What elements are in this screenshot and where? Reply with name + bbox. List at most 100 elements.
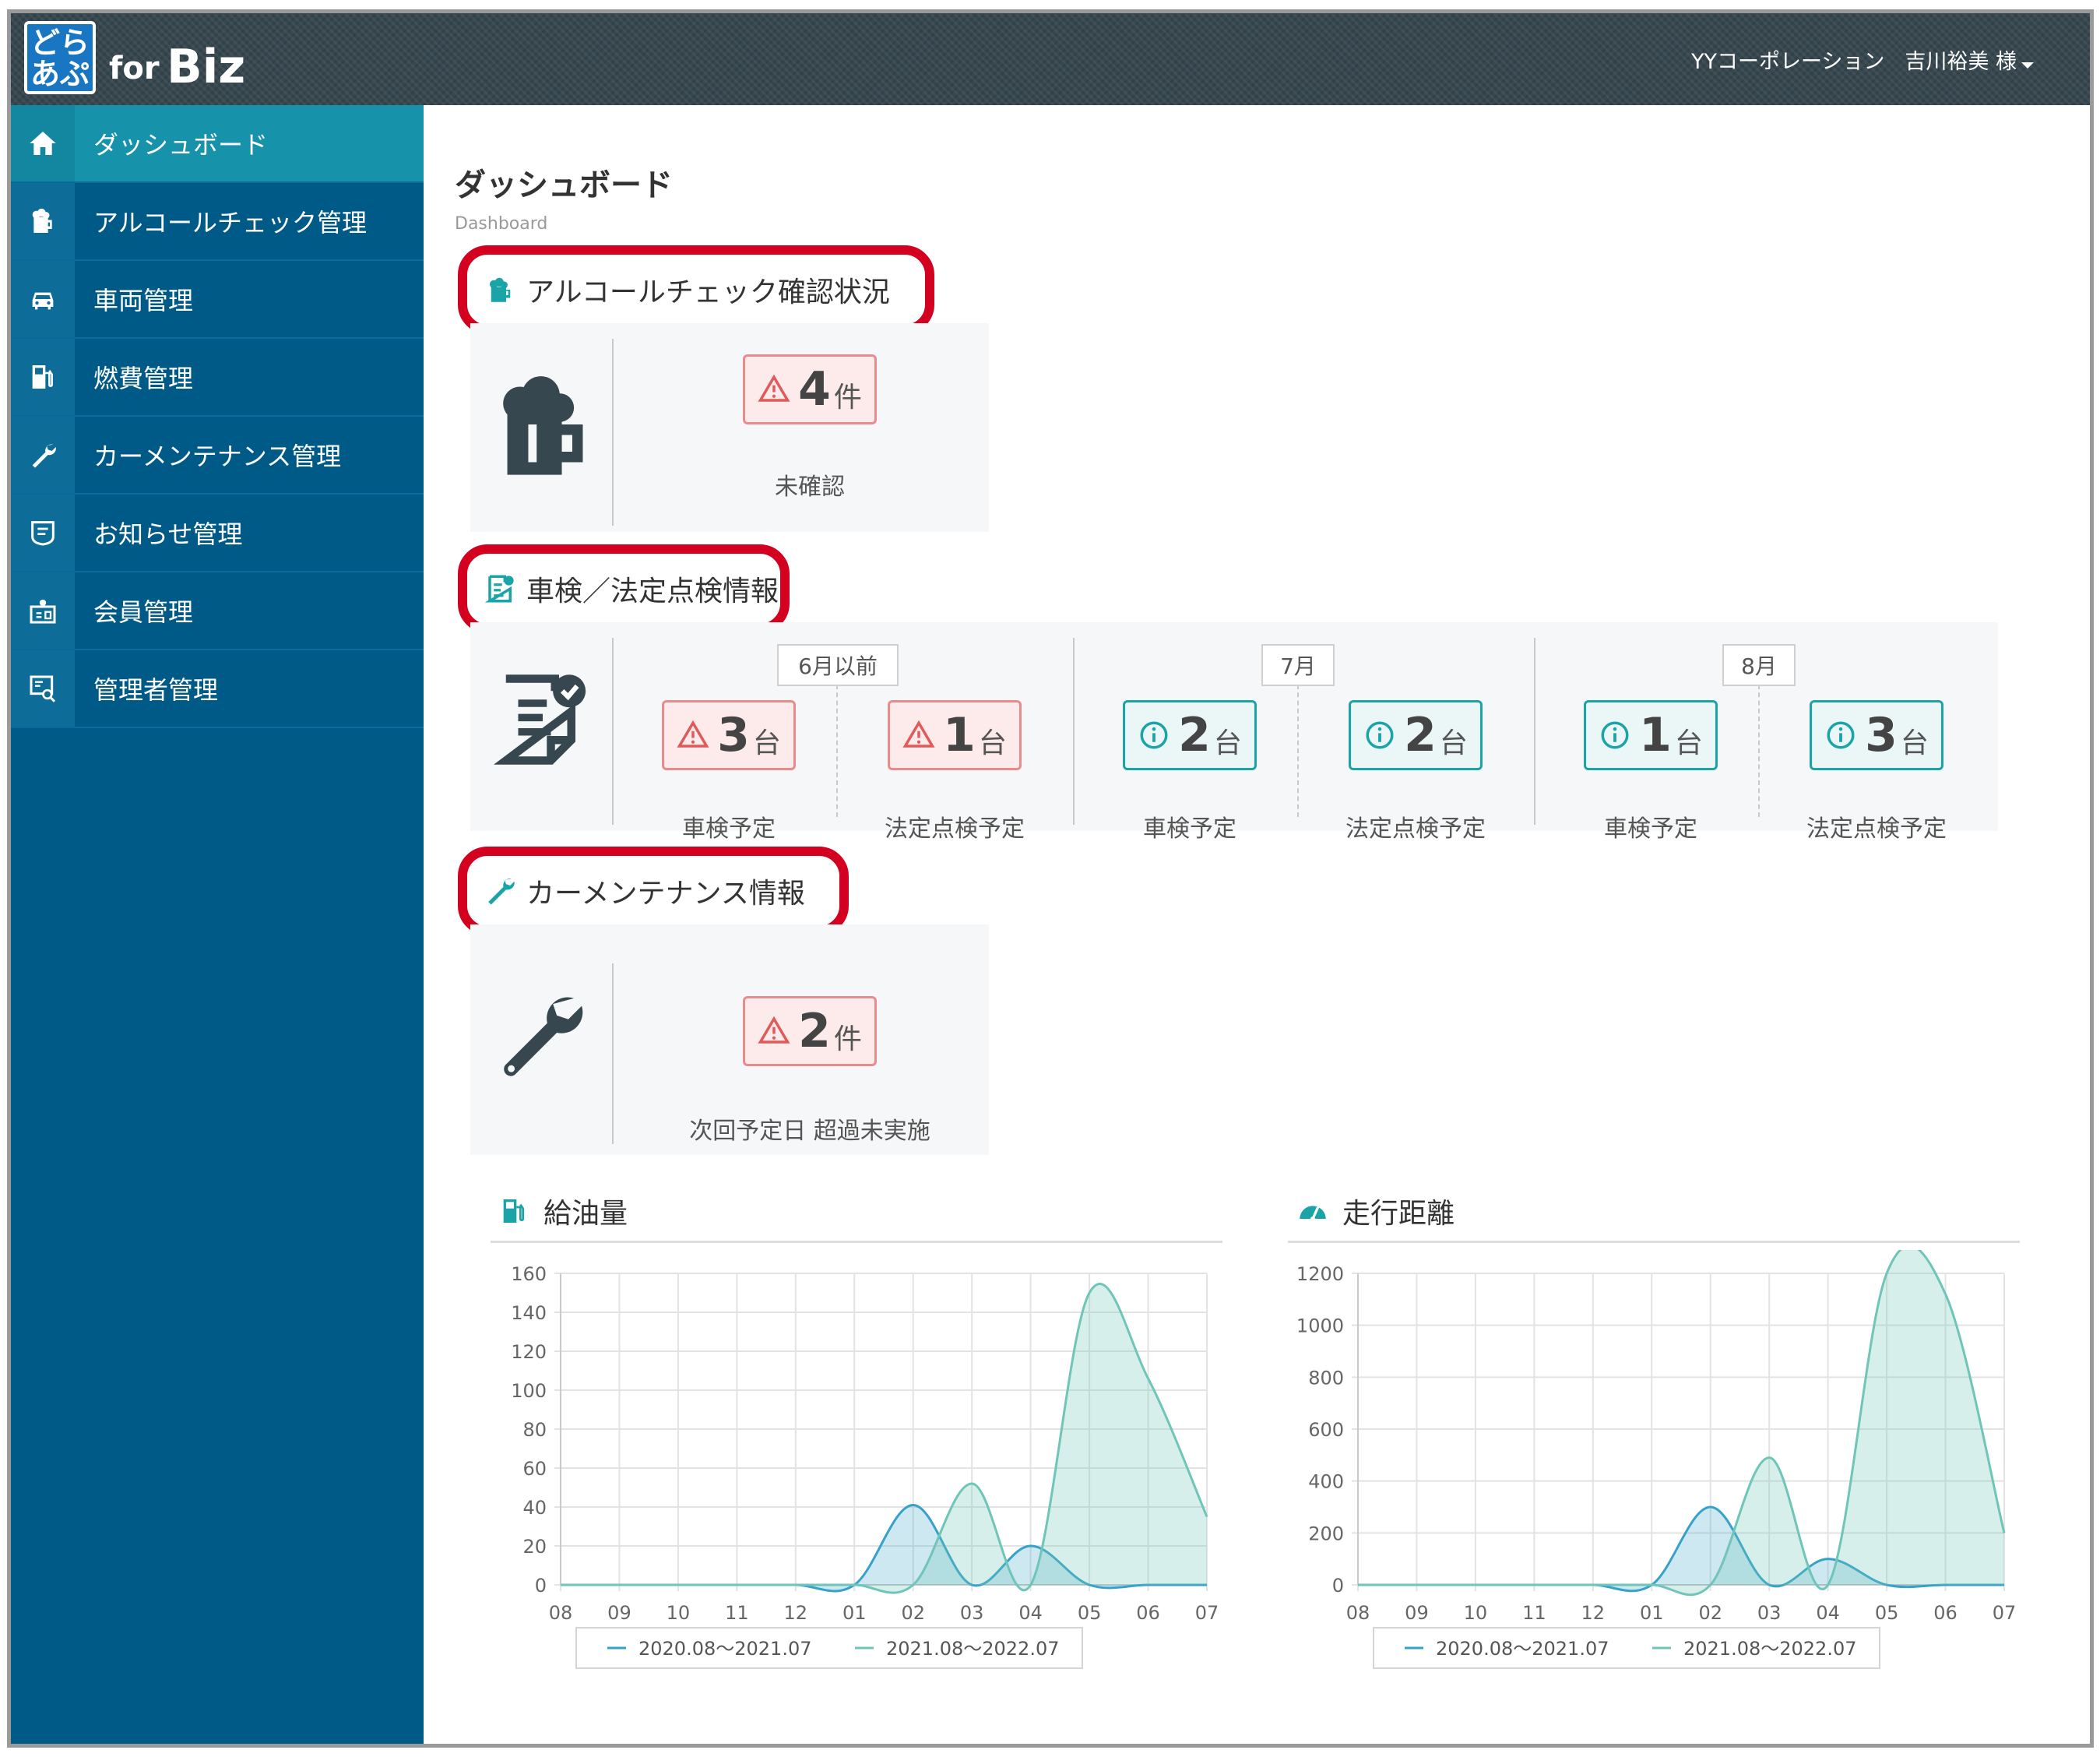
section-title: カーメンテナンス情報 (526, 878, 805, 910)
badge-count: 1 (1639, 708, 1672, 762)
sidebar-item-label: カーメンテナンス管理 (93, 442, 342, 471)
warning-icon (677, 720, 709, 748)
badge-unit: 台 (1213, 727, 1242, 759)
inspection-doc-icon (494, 674, 586, 765)
y-tick-label: 60 (522, 1458, 547, 1480)
wrench-icon (488, 878, 515, 905)
x-tick-label: 01 (1640, 1602, 1664, 1624)
x-tick-label: 04 (1018, 1602, 1043, 1624)
x-tick-label: 03 (1757, 1602, 1782, 1624)
x-tick-label: 11 (725, 1602, 749, 1624)
section-title: アルコールチェック確認状況 (526, 276, 890, 308)
sidebar-item-label: 車両管理 (93, 286, 194, 315)
badge-caption: 車検予定 (682, 815, 776, 843)
badge-caption: 法定点検予定 (1806, 815, 1947, 843)
legend (575, 1627, 1083, 1669)
y-tick-label: 0 (1332, 1575, 1344, 1597)
x-tick-label: 08 (549, 1602, 573, 1624)
sidebar-item-maintenance[interactable]: カーメンテナンス管理 (11, 417, 424, 495)
series-area (561, 1283, 1207, 1593)
user-menu[interactable]: YYコーポレーション 吉川裕美 様 (1691, 44, 2034, 75)
inspection-badge[interactable]: 2 台 (1123, 700, 1257, 770)
divider (1297, 685, 1299, 817)
fuel-pump-icon (503, 1199, 524, 1223)
sidebar-item-vehicles[interactable]: 車両管理 (11, 261, 424, 339)
overdue-maintenance-badge[interactable]: 2 件 (743, 996, 877, 1066)
x-tick-label: 05 (1078, 1602, 1102, 1624)
divider (1288, 1241, 2020, 1243)
badge-caption: 次回予定日 超過未実施 (689, 1118, 930, 1145)
sidebar-item-admins[interactable]: 管理者管理 (11, 650, 424, 728)
badge-unit: 台 (978, 727, 1007, 759)
y-tick-label: 100 (511, 1380, 547, 1402)
distance-chart-title: 走行距離 (1297, 1191, 1455, 1231)
alcohol-panel: 4 件 未確認 (470, 323, 989, 532)
x-tick-label: 06 (1933, 1602, 1958, 1624)
sidebar-item-label: 燃費管理 (93, 364, 194, 393)
company-name: YYコーポレーション (1690, 50, 1885, 74)
badge-count: 3 (717, 708, 750, 762)
inspection-badge[interactable]: 1 台 (888, 700, 1022, 770)
inspection-badge[interactable]: 2 台 (1349, 700, 1483, 770)
badge-count: 4 (798, 362, 831, 417)
badge-count: 2 (1178, 708, 1211, 762)
sidebar-item-members[interactable]: 会員管理 (11, 572, 424, 650)
legend-label: 2021.08～2022.07 (1683, 1638, 1857, 1660)
caret-down-icon (2021, 62, 2034, 69)
beer-mug-icon (32, 208, 52, 233)
info-icon (1140, 721, 1168, 749)
legend-label: 2021.08～2022.07 (886, 1638, 1060, 1660)
info-icon (1366, 721, 1394, 749)
y-tick-label: 200 (1308, 1523, 1344, 1544)
x-tick-label: 07 (1195, 1602, 1219, 1624)
series-line (561, 1283, 1208, 1594)
inspection-section-heading: 車検／法定点検情報 (458, 544, 790, 633)
legend-label: 2020.08～2021.07 (1436, 1638, 1609, 1660)
divider (612, 339, 614, 526)
x-tick-label: 05 (1875, 1602, 1899, 1624)
notice-icon (31, 521, 55, 546)
logo-line-2: あぷ (30, 57, 90, 91)
page-title: ダッシュボード (455, 167, 673, 203)
sidebar-item-dashboard[interactable]: ダッシュボード (11, 105, 424, 183)
x-tick-label: 12 (784, 1602, 808, 1624)
period-label: 6月以前 (777, 644, 899, 686)
badge-count: 3 (1865, 708, 1898, 762)
badge-caption: 法定点検予定 (1345, 815, 1486, 843)
logo[interactable]: どら あぷ (24, 21, 96, 94)
sidebar-item-alcohol[interactable]: アルコールチェック管理 (11, 183, 424, 261)
home-icon (30, 132, 56, 155)
x-tick-label: 02 (901, 1602, 925, 1624)
sidebar-item-fuel[interactable]: 燃費管理 (11, 339, 424, 417)
x-tick-label: 08 (1346, 1602, 1370, 1624)
y-tick-label: 80 (522, 1419, 547, 1441)
x-tick-label: 09 (607, 1602, 631, 1624)
speedometer-icon (1300, 1206, 1326, 1221)
y-tick-label: 20 (522, 1536, 547, 1558)
badge-caption: 車検予定 (1143, 815, 1236, 843)
inspection-badge[interactable]: 3 台 (1810, 700, 1943, 770)
unconfirmed-badge[interactable]: 4 件 (743, 354, 877, 424)
sidebar-item-label: 会員管理 (93, 597, 194, 627)
inspection-badge[interactable]: 3 台 (662, 700, 796, 770)
badge-caption: 法定点検予定 (885, 815, 1025, 843)
series-area (1358, 1250, 2004, 1595)
member-icon (30, 599, 56, 624)
warning-icon (758, 374, 790, 402)
inspection-doc-icon (484, 575, 514, 603)
badge-unit: 台 (1900, 727, 1929, 759)
x-tick-label: 02 (1698, 1602, 1722, 1624)
sidebar-item-label: アルコールチェック管理 (93, 208, 368, 238)
sidebar-item-notices[interactable]: お知らせ管理 (11, 495, 424, 572)
x-tick-label: 06 (1136, 1602, 1160, 1624)
inspection-badge[interactable]: 1 台 (1584, 700, 1718, 770)
beer-mug-icon (490, 277, 511, 302)
section-title: 車検／法定点検情報 (526, 576, 779, 607)
badge-caption: 車検予定 (1604, 815, 1697, 843)
info-icon (1827, 721, 1855, 749)
badge-unit: 件 (833, 382, 862, 414)
maintenance-panel: 2 件 次回予定日 超過未実施 (470, 924, 989, 1155)
maintenance-section-heading: カーメンテナンス情報 (458, 847, 849, 935)
alcohol-section-heading: アルコールチェック確認状況 (458, 245, 934, 334)
legend-label: 2020.08～2021.07 (638, 1638, 812, 1660)
